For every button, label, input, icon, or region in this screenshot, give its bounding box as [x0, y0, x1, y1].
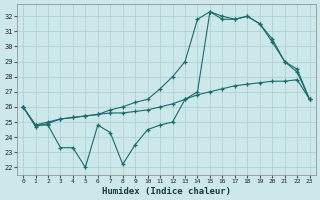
X-axis label: Humidex (Indice chaleur): Humidex (Indice chaleur) — [102, 187, 231, 196]
